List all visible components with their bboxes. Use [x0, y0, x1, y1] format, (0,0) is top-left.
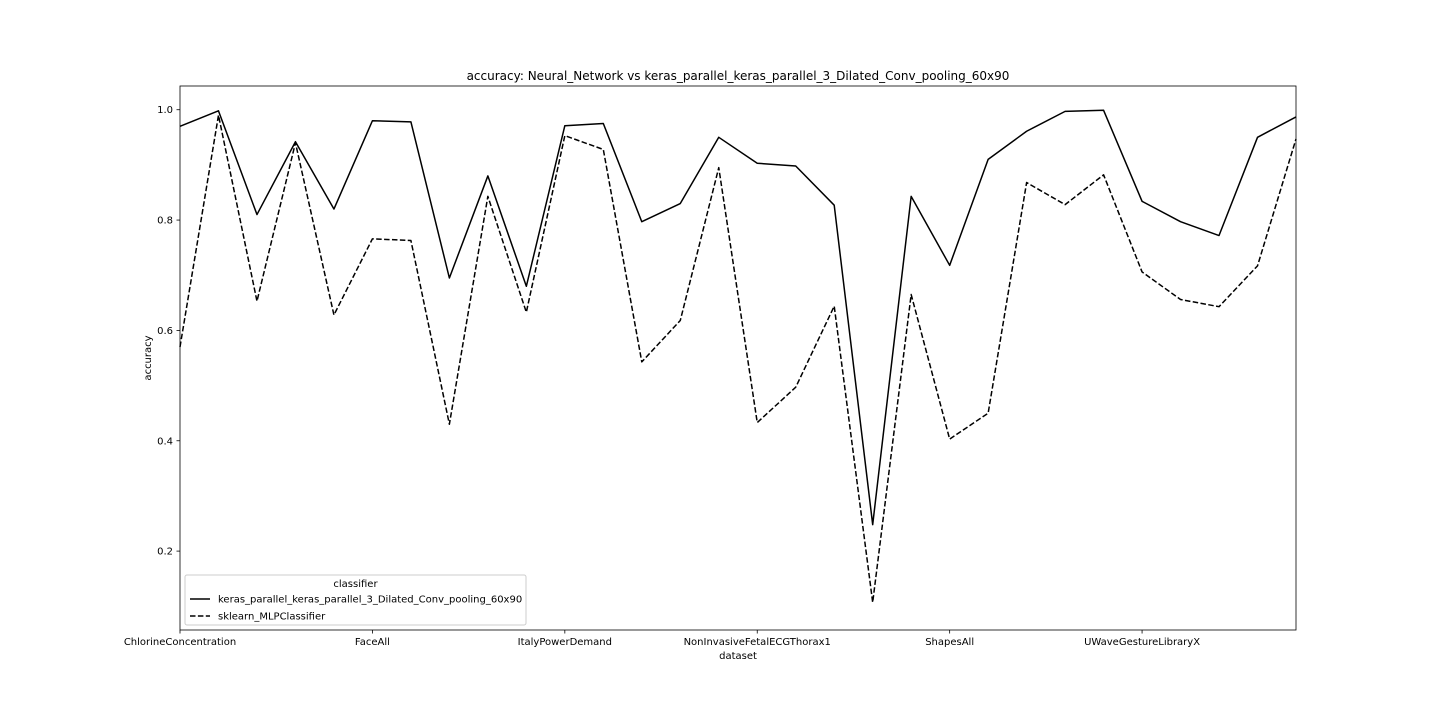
y-tick-label: 0.2: [157, 547, 173, 558]
legend-label-1: keras_parallel_keras_parallel_3_Dilated_…: [218, 595, 522, 606]
y-tick-label: 0.4: [157, 436, 173, 447]
x-axis-label: dataset: [719, 651, 757, 662]
series-line-1: [179, 109, 1297, 526]
chart-title: accuracy: Neural_Network vs keras_parall…: [467, 69, 1010, 83]
plot-frame: [179, 85, 1297, 631]
x-tick-label: FaceAll: [355, 637, 390, 648]
y-axis: 0.2 0.4 0.6 0.8 1.0: [157, 105, 180, 558]
legend: classifier keras_parallel_keras_parallel_…: [184, 574, 527, 626]
series-line-2: [179, 114, 1297, 604]
x-tick-label: UWaveGestureLibraryX: [1084, 637, 1200, 648]
x-tick-label: NonInvasiveFetalECGThorax1: [684, 637, 831, 648]
y-tick-label: 1.0: [157, 105, 173, 116]
x-tick-label: ShapesAll: [925, 637, 974, 648]
x-tick-label: ChlorineConcentration: [124, 637, 236, 648]
y-tick-label: 0.6: [157, 326, 173, 337]
x-axis: ChlorineConcentration FaceAll ItalyPowerDe…: [124, 630, 1200, 648]
y-axis-label: accuracy: [143, 335, 154, 380]
legend-box: [184, 574, 527, 626]
x-tick-label: ItalyPowerDemand: [518, 637, 612, 648]
legend-label-2: sklearn_MLPClassifier: [218, 612, 326, 623]
legend-title: classifier: [333, 579, 378, 590]
plot-area: [179, 85, 1297, 631]
y-tick-label: 0.8: [157, 216, 173, 227]
